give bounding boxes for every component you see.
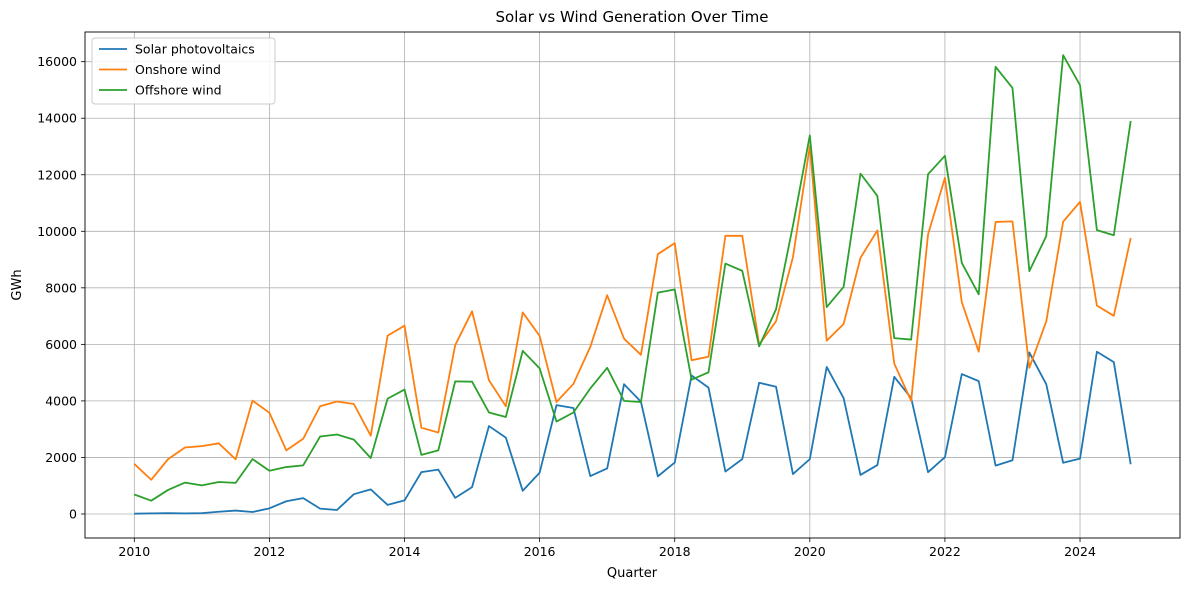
legend-label-onshore-wind: Onshore wind — [135, 62, 221, 77]
x-tick-label: 2018 — [659, 544, 691, 559]
x-tick-label: 2022 — [929, 544, 961, 559]
y-tick-label: 8000 — [45, 280, 77, 295]
y-tick-label: 16000 — [37, 54, 77, 69]
x-tick-label: 2020 — [794, 544, 826, 559]
plot-frame — [84, 31, 1181, 539]
legend-label-offshore-wind: Offshore wind — [135, 83, 222, 98]
plot-area — [85, 32, 1180, 538]
y-axis-label: GWh — [10, 269, 25, 300]
y-tick-label: 4000 — [45, 393, 77, 408]
y-tick-label: 12000 — [37, 167, 77, 182]
legend: Solar photovoltaics Onshore wind Offshore … — [91, 37, 276, 105]
legend-box — [91, 37, 276, 105]
y-tick-label: 6000 — [45, 337, 77, 352]
series-lines — [133, 54, 1132, 515]
x-tick-label: 2014 — [389, 544, 421, 559]
series-line-onshore-wind — [133, 145, 1132, 481]
y-tick-label: 0 — [69, 506, 77, 521]
y-tick-label: 2000 — [45, 450, 77, 465]
x-axis-label: Quarter — [607, 566, 658, 581]
series-line-solar-photovoltaics — [134, 350, 1132, 515]
x-tick-label: 2016 — [524, 544, 556, 559]
x-tick-label: 2010 — [118, 544, 150, 559]
y-tick-label: 10000 — [37, 224, 77, 239]
axis-ticks: 2010 2012 2014 2016 2018 2020 2022 2024 0 2000 400… — [37, 54, 1096, 559]
chart-title: Solar vs Wind Generation Over Time — [496, 8, 769, 26]
x-tick-label: 2024 — [1064, 544, 1096, 559]
legend-label-solar-photovoltaics: Solar photovoltaics — [135, 42, 255, 57]
series-line-offshore-wind — [133, 54, 1132, 502]
x-tick-label: 2012 — [254, 544, 286, 559]
y-tick-label: 14000 — [37, 111, 77, 126]
